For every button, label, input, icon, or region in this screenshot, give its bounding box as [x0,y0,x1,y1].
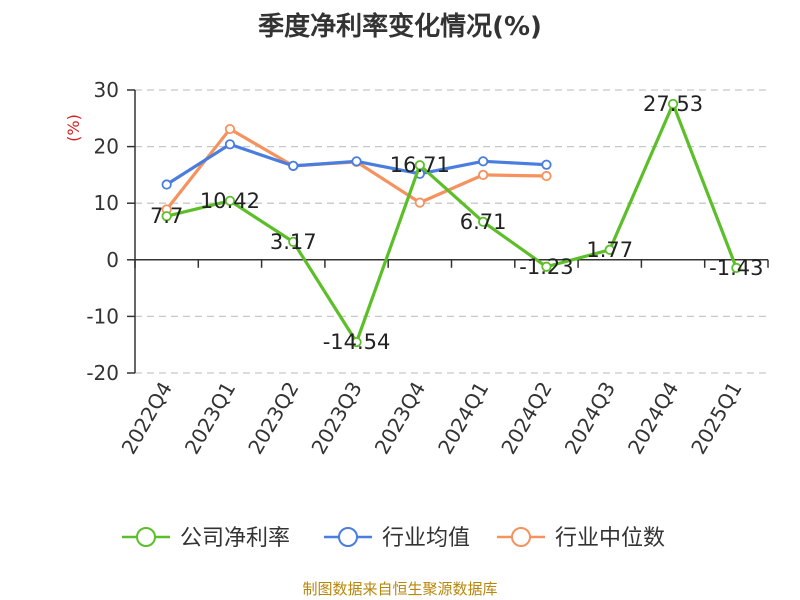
data-point [478,156,489,167]
data-label: 6.71 [460,210,507,234]
y-tick-label: 20 [94,135,119,159]
data-point [478,169,489,180]
data-point [541,261,552,272]
data-point [478,216,489,227]
axis-layer: -20 -10 0 10 20 30 (%) 2022Q4 2023Q1 2023Q2 2023Q3… [64,78,769,459]
data-point [288,160,299,171]
data-label: 1.77 [586,238,633,262]
series-line [166,102,738,344]
y-tick-label: -20 [86,361,119,385]
data-label-layer: 7.7 10.42 3.17 -14.54 16.71 6.71 -1.23 1.77 27.5… [150,92,764,354]
data-point [224,139,236,150]
x-tick-label: 2022Q4 [117,378,177,459]
data-point [161,211,172,222]
data-point [541,159,552,170]
legend-marker [511,527,531,547]
data-point [288,236,299,247]
x-tick-label: 2023Q3 [306,378,366,459]
chart-title: 季度净利率变化情况(%) [258,12,542,42]
data-point [604,244,615,255]
x-tick-label: 2024Q2 [496,378,556,459]
data-point [541,170,552,182]
legend: 公司净利率 行业均值 行业中位数 [122,526,665,551]
data-point [731,262,742,273]
data-point [224,123,236,135]
source-note: 制图数据来自恒生聚源数据库 [302,580,498,598]
legend-label: 行业中位数 [555,526,665,551]
x-tick-label: 2024Q1 [433,378,493,459]
data-point [414,197,425,208]
y-tick-label: -10 [86,304,119,328]
data-point [351,156,362,167]
x-tick-label: 2025Q1 [686,378,746,459]
legend-marker [136,527,156,547]
x-tick-label: 2023Q1 [180,378,240,459]
x-tick-label: 2024Q4 [623,378,683,459]
data-point [667,98,679,110]
data-label: 16.71 [390,153,450,177]
data-label: 27.53 [643,92,703,116]
data-point [414,160,425,171]
x-tick-label: 2023Q2 [243,378,303,459]
y-tick-label: 10 [94,191,119,215]
y-axis-title: (%) [64,114,83,142]
data-label: -1.23 [519,255,573,279]
data-point [224,195,236,206]
data-point [161,179,172,190]
data-point [351,336,362,348]
legend-marker [338,527,358,547]
data-label: 10.42 [200,189,260,213]
y-tick-label: 0 [106,248,119,272]
grid-layer [135,89,768,374]
series-layer [161,98,742,348]
x-tick-label: 2024Q3 [560,378,620,459]
legend-label: 公司净利率 [180,526,290,551]
legend-label: 行业均值 [382,526,470,551]
y-tick-label: 30 [94,78,119,102]
data-label: 7.7 [150,204,183,228]
x-tick-label: 2023Q4 [370,378,430,459]
data-label: 3.17 [270,230,317,254]
data-label: -1.43 [709,256,763,280]
data-label: -14.54 [323,330,391,354]
